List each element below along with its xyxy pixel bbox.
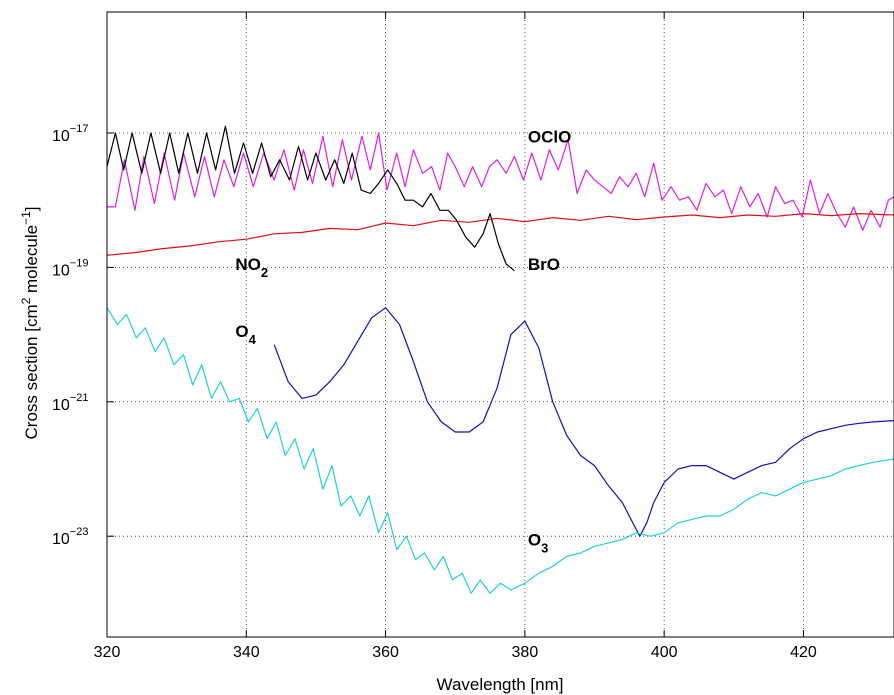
y-tick-label: 10−21 [52, 392, 88, 414]
y-tick-label: 10−17 [52, 123, 88, 145]
x-tick-label: 360 [372, 644, 399, 661]
annotation-label: OClO [528, 127, 571, 146]
x-tick-label: 380 [512, 644, 539, 661]
annotation-label: O4 [235, 322, 256, 347]
series-layer [107, 125, 894, 594]
plot-frame [106, 11, 894, 638]
series-line-o4 [273, 307, 894, 537]
axes [106, 11, 894, 638]
x-tick-label: 340 [233, 644, 260, 661]
annotation-label: BrO [528, 255, 560, 274]
tick-labels: 320 340 360 380 400 420 10−17 10−19 10−21 10−23 [52, 123, 817, 661]
annotation-label: O3 [528, 531, 548, 556]
series-line-o3 [107, 307, 894, 594]
x-tick-label: 320 [94, 644, 121, 661]
annotations: OClO NO2 BrO O4 O3 [235, 127, 571, 555]
y-tick-label: 10−23 [52, 526, 88, 548]
annotation-label: NO2 [235, 255, 268, 280]
series-line-no2 [107, 213, 894, 256]
series-line-bro [107, 125, 515, 272]
x-tick-label: 400 [651, 644, 678, 661]
series-line-oclo [107, 132, 894, 231]
x-tick-label: 420 [790, 644, 817, 661]
x-axis-label: Wavelength [nm] [437, 675, 564, 694]
y-axis-label: Cross section [cm2 molecule−1] [19, 207, 41, 440]
y-tick-label: 10−19 [52, 257, 88, 279]
